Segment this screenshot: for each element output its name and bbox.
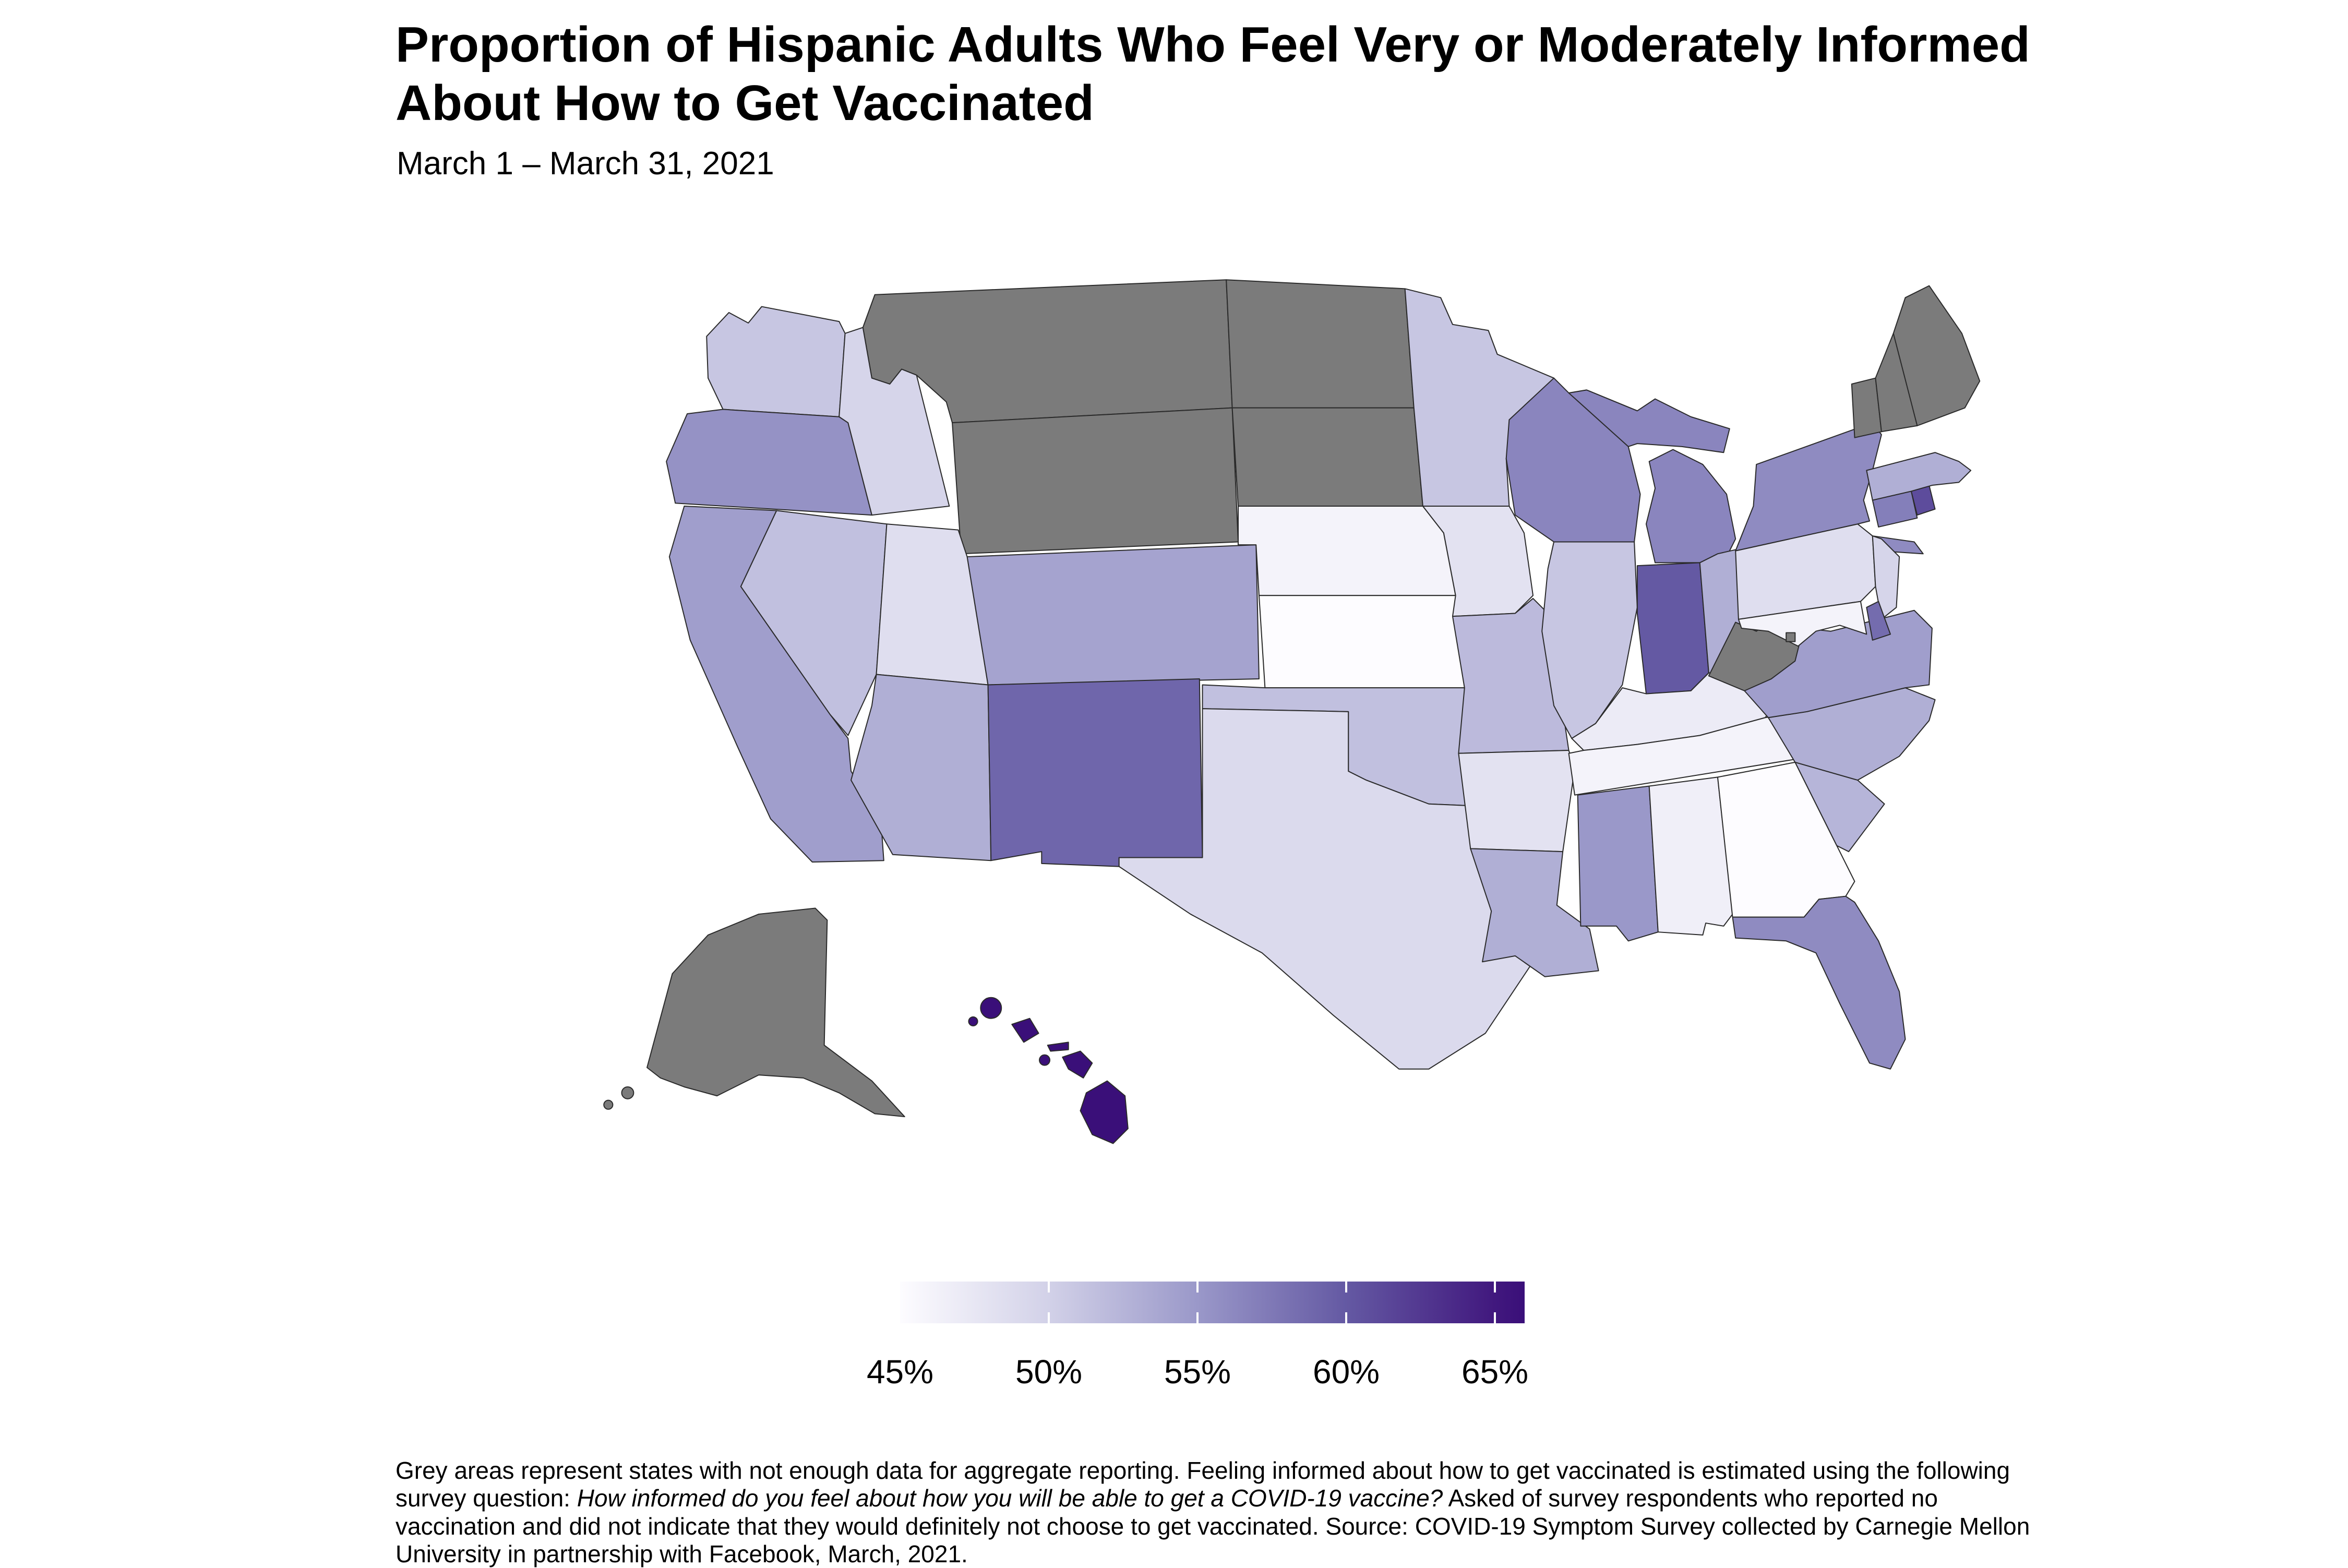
state-indiana <box>1636 562 1709 695</box>
state-hawaii-big-island <box>1080 1080 1129 1144</box>
footnote-line-2-post: Asked of survey respondents who reported… <box>1443 1485 1938 1512</box>
footnote-line-4: University in partnership with Facebook,… <box>396 1540 968 1568</box>
state-mississippi <box>1577 785 1659 942</box>
footnote-line-1: Grey areas represent states with not eno… <box>396 1457 2010 1484</box>
legend-tick-labels: 45% 50% 55% 60% 65% <box>867 1352 1529 1394</box>
legend-tick-50 <box>1048 1282 1050 1292</box>
state-arkansas <box>1458 750 1575 853</box>
state-maine <box>1892 285 1981 426</box>
title-line-2: About How to Get Vaccinated <box>396 75 1094 131</box>
legend-label-50: 50% <box>1015 1353 1083 1391</box>
footnote-line-3: vaccination and did not indicate that th… <box>396 1512 2030 1540</box>
state-michigan-lower-peninsula <box>1645 449 1736 564</box>
state-oregon <box>666 409 872 516</box>
state-texas <box>1118 708 1561 1070</box>
legend-tick-60 <box>1345 1312 1348 1323</box>
state-hawaii-kauai <box>980 997 1002 1019</box>
us-choropleth-map <box>595 241 2024 1209</box>
legend-label-60: 60% <box>1312 1353 1380 1391</box>
date-range-subtitle: March 1 – March 31, 2021 <box>397 146 774 182</box>
footnote: Grey areas represent states with not eno… <box>396 1457 2222 1568</box>
legend-gradient-bar <box>900 1282 1525 1323</box>
state-district-of-columbia <box>1786 632 1796 642</box>
state-hawaii-oahu <box>1011 1018 1039 1043</box>
state-delaware <box>1866 601 1891 641</box>
state-florida <box>1732 895 1906 1070</box>
state-alaska-aleutian-island <box>603 1099 614 1110</box>
state-montana <box>862 279 1233 424</box>
state-hawaii-lanai <box>1039 1054 1051 1066</box>
legend-tick-55 <box>1196 1312 1199 1323</box>
state-north-dakota <box>1226 279 1415 409</box>
page-title: Proportion of Hispanic Adults Who Feel V… <box>396 16 2065 133</box>
footnote-line-2-pre: survey question: <box>396 1485 577 1512</box>
footnote-survey-question: How informed do you feel about how you w… <box>577 1485 1443 1512</box>
state-new-mexico <box>987 678 1203 867</box>
state-south-dakota <box>1231 407 1423 507</box>
state-louisiana <box>1470 848 1599 977</box>
state-michigan-upper-peninsula <box>1568 389 1730 453</box>
state-nebraska <box>1238 505 1456 596</box>
us-map-svg <box>603 279 1981 1144</box>
legend-label-55: 55% <box>1164 1353 1231 1391</box>
state-alaska <box>646 907 905 1118</box>
footnote-line-2: survey question: How informed do you fee… <box>396 1485 2222 1512</box>
state-colorado <box>966 544 1260 686</box>
state-wyoming <box>952 407 1239 555</box>
legend-label-65: 65% <box>1461 1353 1529 1391</box>
title-line-1: Proportion of Hispanic Adults Who Feel V… <box>396 17 2030 73</box>
state-maryland <box>1738 601 1867 647</box>
legend-tick-50 <box>1048 1312 1050 1323</box>
legend-label-45: 45% <box>866 1353 934 1391</box>
legend-tick-65 <box>1494 1312 1496 1323</box>
state-hawaii-maui <box>1062 1050 1093 1079</box>
state-massachusetts <box>1866 452 1972 501</box>
state-alaska-aleutian-island <box>621 1086 634 1099</box>
state-hawaii-molokai <box>1047 1042 1069 1052</box>
legend-tick-65 <box>1494 1282 1496 1292</box>
state-shapes <box>603 279 1981 1144</box>
state-washington <box>706 306 846 417</box>
state-hawaii-niihau <box>968 1016 978 1026</box>
color-legend <box>900 1282 1525 1323</box>
legend-tick-60 <box>1345 1282 1348 1292</box>
legend-tick-55 <box>1196 1282 1199 1292</box>
state-kansas <box>1258 595 1465 689</box>
